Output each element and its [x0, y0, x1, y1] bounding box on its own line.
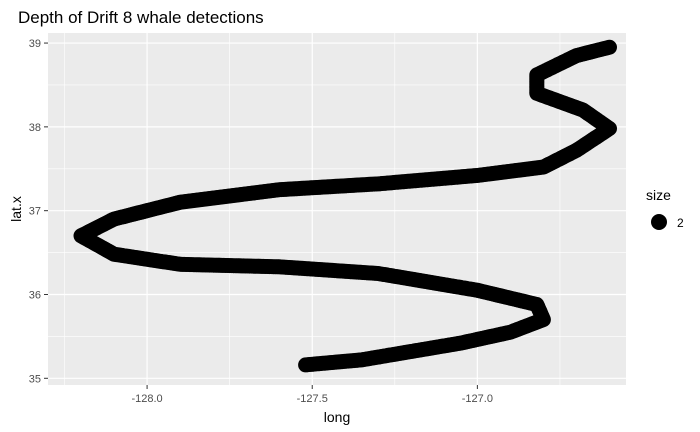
legend-title: size — [646, 187, 671, 203]
y-tick-label: 35 — [29, 373, 41, 385]
x-tick-label: -127.0 — [462, 393, 493, 405]
data-point — [601, 39, 617, 55]
x-tick-label: -128.0 — [131, 393, 162, 405]
x-tick-label: -127.5 — [297, 393, 328, 405]
data-points — [73, 39, 617, 373]
legend-label: 2 — [677, 216, 684, 230]
y-tick-label: 38 — [29, 122, 41, 134]
y-axis-title: lat.x — [8, 196, 24, 222]
grid-lines — [48, 33, 626, 385]
axis-ticks: -128.0 -127.5 -127.0 35 36 37 38 39 — [29, 38, 493, 405]
y-tick-label: 37 — [29, 206, 41, 218]
x-axis-title: long — [324, 409, 350, 425]
y-tick-label: 36 — [29, 289, 41, 301]
chart-title: Depth of Drift 8 whale detections — [18, 8, 264, 27]
legend-key-point — [651, 214, 667, 230]
y-tick-label: 39 — [29, 38, 41, 50]
legend: size 2 — [646, 187, 684, 230]
